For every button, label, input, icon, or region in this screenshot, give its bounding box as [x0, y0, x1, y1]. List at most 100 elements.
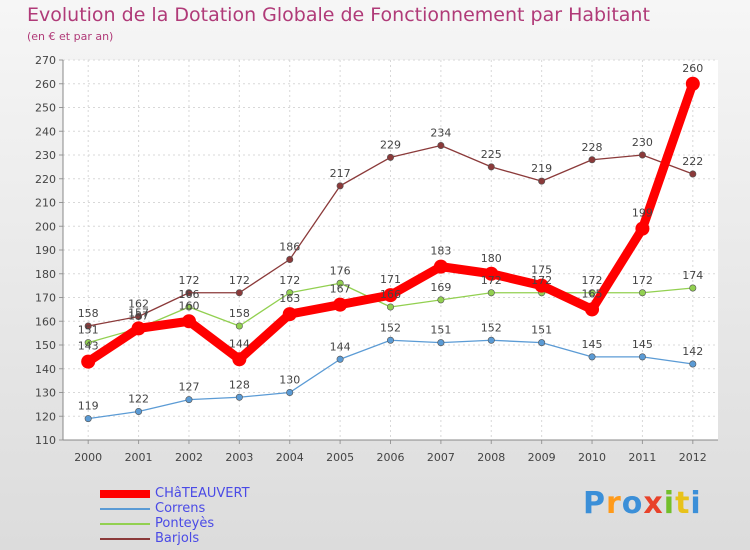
legend-item-barjols: Barjols: [100, 531, 250, 546]
data-point-chateauvert: [181, 314, 196, 329]
legend-label: Ponteyès: [155, 516, 215, 531]
y-tick-label: 240: [35, 125, 56, 138]
data-label-correns: 152: [481, 321, 502, 334]
y-tick-label: 130: [35, 387, 56, 400]
data-label-barjols: 158: [78, 307, 99, 320]
data-label-chateauvert: 175: [531, 264, 552, 277]
data-label-ponteyes: 151: [78, 324, 99, 337]
legend-swatch: [100, 507, 150, 510]
data-point-correns: [538, 339, 546, 347]
data-label-chateauvert: 163: [279, 292, 300, 305]
data-point-ponteyes: [588, 289, 596, 297]
data-point-ponteyes: [185, 303, 193, 311]
x-tick-label: 2004: [276, 451, 304, 464]
data-point-chateauvert: [333, 297, 348, 312]
data-point-chateauvert: [534, 278, 549, 293]
data-point-correns: [135, 407, 143, 415]
data-point-barjols: [185, 289, 193, 297]
logo-letter: i: [690, 486, 702, 521]
proxiti-logo: Proxiti: [583, 486, 702, 521]
x-tick-label: 2006: [377, 451, 405, 464]
legend-swatch: [100, 489, 150, 498]
data-point-chateauvert: [635, 221, 650, 236]
data-label-barjols: 222: [682, 155, 703, 168]
data-point-barjols: [235, 289, 243, 297]
data-point-chateauvert: [282, 307, 297, 322]
y-tick-label: 230: [35, 149, 56, 162]
data-point-correns: [185, 396, 193, 404]
data-point-chateauvert: [232, 352, 247, 367]
y-tick-label: 210: [35, 197, 56, 210]
data-label-ponteyes: 169: [430, 281, 451, 294]
data-label-ponteyes: 157: [128, 309, 149, 322]
y-tick-label: 260: [35, 78, 56, 91]
data-label-ponteyes: 176: [330, 264, 351, 277]
data-label-barjols: 234: [430, 127, 451, 140]
data-point-correns: [588, 353, 596, 361]
data-point-correns: [84, 415, 92, 423]
data-point-chateauvert: [484, 266, 499, 281]
data-point-correns: [286, 388, 294, 396]
legend-item-chateauvert: CHâTEAUVERT: [100, 486, 250, 501]
data-point-chateauvert: [131, 321, 146, 336]
logo-letter: r: [606, 486, 622, 521]
data-point-chateauvert: [383, 288, 398, 303]
data-label-barjols: 229: [380, 138, 401, 151]
x-tick-label: 2002: [175, 451, 203, 464]
data-point-barjols: [437, 142, 445, 150]
data-point-barjols: [638, 151, 646, 159]
data-point-chateauvert: [433, 259, 448, 274]
logo-letter: t: [675, 486, 691, 521]
data-label-chateauvert: 260: [682, 62, 703, 75]
data-point-correns: [437, 339, 445, 347]
data-label-chateauvert: 183: [430, 245, 451, 258]
chart-title: Evolution de la Dotation Globale de Fonc…: [27, 4, 650, 26]
data-point-barjols: [386, 153, 394, 161]
data-point-barjols: [135, 312, 143, 320]
data-label-chateauvert: 180: [481, 252, 502, 265]
data-point-chateauvert: [585, 302, 600, 317]
data-label-barjols: 217: [330, 167, 351, 180]
legend-item-correns: Correns: [100, 501, 250, 516]
data-label-barjols: 219: [531, 162, 552, 175]
legend-label: Correns: [155, 501, 206, 516]
data-label-chateauvert: 199: [632, 207, 653, 220]
data-label-correns: 151: [531, 324, 552, 337]
data-point-chateauvert: [685, 76, 700, 91]
data-label-correns: 122: [128, 393, 149, 406]
data-label-chateauvert: 160: [178, 299, 199, 312]
data-point-ponteyes: [336, 279, 344, 287]
data-label-chateauvert: 144: [229, 337, 250, 350]
data-point-ponteyes: [235, 322, 243, 330]
data-label-ponteyes: 158: [229, 307, 250, 320]
y-tick-label: 250: [35, 102, 56, 115]
logo-letter: x: [643, 486, 664, 521]
data-point-correns: [487, 336, 495, 344]
x-tick-label: 2003: [225, 451, 253, 464]
y-tick-label: 190: [35, 244, 56, 257]
data-label-correns: 130: [279, 374, 300, 387]
data-label-correns: 152: [380, 321, 401, 334]
x-tick-label: 2001: [125, 451, 153, 464]
data-label-ponteyes: 166: [178, 288, 199, 301]
y-tick-label: 220: [35, 173, 56, 186]
legend-swatch: [100, 537, 150, 540]
data-label-correns: 145: [632, 338, 653, 351]
data-label-barjols: 225: [481, 148, 502, 161]
data-label-ponteyes: 166: [380, 288, 401, 301]
x-tick-label: 2007: [427, 451, 455, 464]
legend-label: Barjols: [155, 531, 200, 546]
data-point-ponteyes: [386, 303, 394, 311]
data-point-chateauvert: [81, 354, 96, 369]
data-label-correns: 144: [330, 340, 351, 353]
legend-item-ponteyes: Ponteyès: [100, 516, 250, 531]
data-label-ponteyes: 172: [632, 274, 653, 287]
data-point-correns: [689, 360, 697, 368]
data-point-correns: [235, 393, 243, 401]
x-tick-label: 2000: [74, 451, 102, 464]
legend: CHâTEAUVERT Correns Ponteyès Barjols: [100, 486, 250, 546]
data-point-correns: [336, 355, 344, 363]
data-point-ponteyes: [286, 289, 294, 297]
data-label-chateauvert: 171: [380, 273, 401, 286]
